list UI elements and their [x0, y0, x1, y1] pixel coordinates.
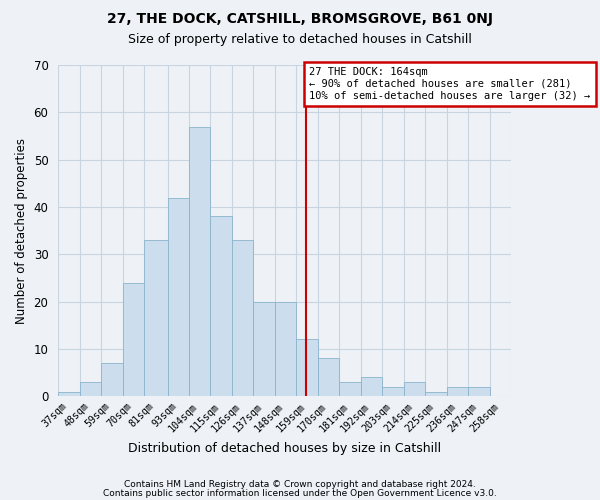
Bar	[144, 240, 167, 396]
Bar	[275, 302, 296, 396]
Bar	[425, 392, 447, 396]
Bar	[167, 198, 189, 396]
Text: Contains HM Land Registry data © Crown copyright and database right 2024.: Contains HM Land Registry data © Crown c…	[124, 480, 476, 489]
Bar	[122, 282, 144, 397]
Text: 27, THE DOCK, CATSHILL, BROMSGROVE, B61 0NJ: 27, THE DOCK, CATSHILL, BROMSGROVE, B61 …	[107, 12, 493, 26]
Text: Contains public sector information licensed under the Open Government Licence v3: Contains public sector information licen…	[103, 490, 497, 498]
Bar	[404, 382, 425, 396]
Bar	[318, 358, 340, 397]
Bar	[296, 340, 318, 396]
Y-axis label: Number of detached properties: Number of detached properties	[15, 138, 28, 324]
Bar	[382, 387, 404, 396]
Bar	[468, 387, 490, 396]
Bar	[80, 382, 101, 396]
X-axis label: Distribution of detached houses by size in Catshill: Distribution of detached houses by size …	[128, 442, 441, 455]
Text: Size of property relative to detached houses in Catshill: Size of property relative to detached ho…	[128, 32, 472, 46]
Bar	[58, 392, 80, 396]
Bar	[447, 387, 468, 396]
Bar	[232, 240, 253, 396]
Bar	[340, 382, 361, 396]
Bar	[253, 302, 275, 396]
Bar	[211, 216, 232, 396]
Text: 27 THE DOCK: 164sqm
← 90% of detached houses are smaller (281)
10% of semi-detac: 27 THE DOCK: 164sqm ← 90% of detached ho…	[309, 68, 590, 100]
Bar	[361, 378, 382, 396]
Bar	[101, 363, 122, 396]
Bar	[189, 126, 211, 396]
